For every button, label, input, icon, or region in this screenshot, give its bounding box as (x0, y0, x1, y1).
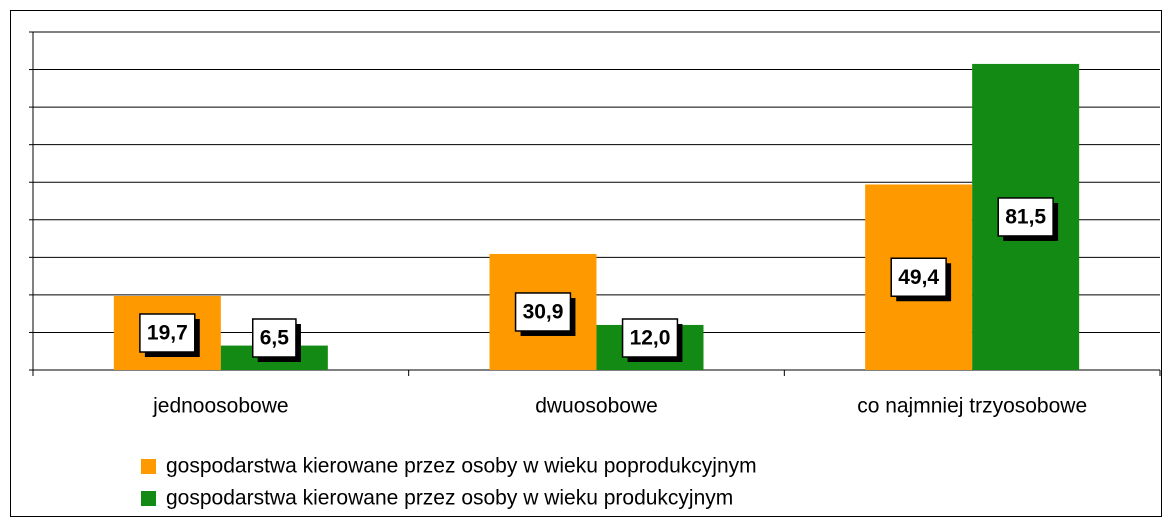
legend-label: gospodarstwa kierowane przez osoby w wie… (166, 487, 733, 510)
value-label-box (139, 313, 196, 353)
x-tick-label: dwuosobowe (535, 395, 658, 418)
value-label-box (997, 197, 1054, 237)
x-tick-label: jednoosobowe (152, 395, 288, 418)
legend-swatch (141, 459, 156, 474)
value-label: 81,5 (1005, 206, 1046, 229)
legend-swatch (141, 491, 156, 506)
value-label-box (621, 318, 679, 358)
value-label: 12,0 (630, 327, 671, 350)
value-label-box (514, 292, 572, 332)
value-label: 19,7 (147, 322, 188, 345)
legend-label: gospodarstwa kierowane przez osoby w wie… (166, 455, 757, 478)
value-label: 30,9 (523, 301, 564, 324)
value-label: 49,4 (898, 266, 939, 289)
value-label-box (890, 257, 947, 297)
value-label: 6,5 (260, 327, 290, 350)
x-tick-label: co najmniej trzyosobowe (857, 395, 1087, 418)
value-label-box (251, 318, 297, 358)
